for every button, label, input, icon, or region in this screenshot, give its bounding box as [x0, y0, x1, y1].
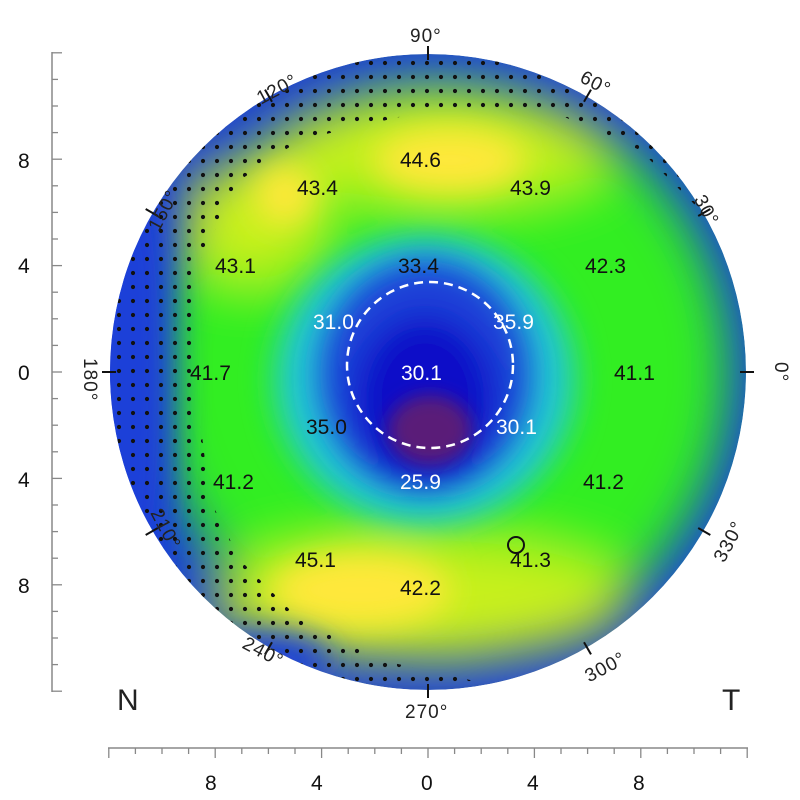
x-tick-label: 8	[633, 772, 645, 795]
value-label: 43.9	[510, 177, 551, 200]
y-tick-label: 4	[18, 255, 30, 278]
deg-label-300: 300°	[582, 648, 630, 687]
value-label: 41.7	[190, 362, 231, 385]
degree-tick	[583, 641, 592, 655]
value-label: 41.2	[213, 471, 254, 494]
y-axis	[51, 52, 62, 692]
pupil-dashed-circle	[345, 280, 515, 450]
nasal-label: N	[117, 684, 139, 717]
degree-tick	[583, 89, 592, 103]
y-tick-label: 8	[18, 575, 30, 598]
deg-label-0: 0°	[770, 362, 791, 382]
x-tick-label: 4	[527, 772, 539, 795]
y-tick-label: 0	[18, 362, 30, 385]
value-label: 41.1	[614, 362, 655, 385]
temporal-label: T	[722, 684, 740, 717]
value-label: 30.1	[401, 362, 442, 385]
value-label: 44.6	[400, 149, 441, 172]
value-label: 35.9	[493, 311, 534, 334]
deg-label-90: 90°	[410, 26, 442, 47]
value-label: 35.0	[306, 416, 347, 439]
value-label: 43.1	[215, 255, 256, 278]
degree-tick	[697, 208, 711, 217]
value-label: 33.4	[398, 255, 439, 278]
deg-label-180: 180°	[79, 358, 100, 401]
degree-tick	[145, 208, 159, 217]
y-tick-label: 8	[18, 150, 30, 173]
value-label: 45.1	[295, 549, 336, 572]
degree-tick	[145, 527, 159, 536]
value-label: 31.0	[313, 311, 354, 334]
value-label: 42.2	[400, 577, 441, 600]
x-tick-label: 4	[311, 772, 323, 795]
value-label: 43.4	[297, 177, 338, 200]
x-tick-label: 0	[421, 772, 433, 795]
x-axis	[108, 747, 748, 758]
degree-tick	[264, 89, 273, 103]
deg-label-330: 330°	[710, 518, 749, 566]
value-label: 42.3	[585, 255, 626, 278]
value-label: 41.3	[510, 549, 551, 572]
value-label: 41.2	[583, 471, 624, 494]
x-axis-tick-labels: 8 4 0 4 8	[205, 772, 645, 795]
degree-tick	[264, 641, 273, 655]
y-tick-label: 4	[18, 469, 30, 492]
keratometry-values: 44.6 43.4 43.9 43.1 33.4 42.3 31.0 35.9 …	[190, 149, 655, 600]
marker-circle	[507, 536, 525, 554]
x-tick-label: 8	[205, 772, 217, 795]
y-axis-tick-labels: 8 4 0 4 8	[18, 150, 30, 598]
value-label: 30.1	[496, 416, 537, 439]
degree-tick	[697, 527, 711, 536]
degree-tick-marks	[102, 46, 754, 698]
deg-label-270: 270°	[405, 702, 448, 723]
value-label: 25.9	[400, 471, 441, 494]
